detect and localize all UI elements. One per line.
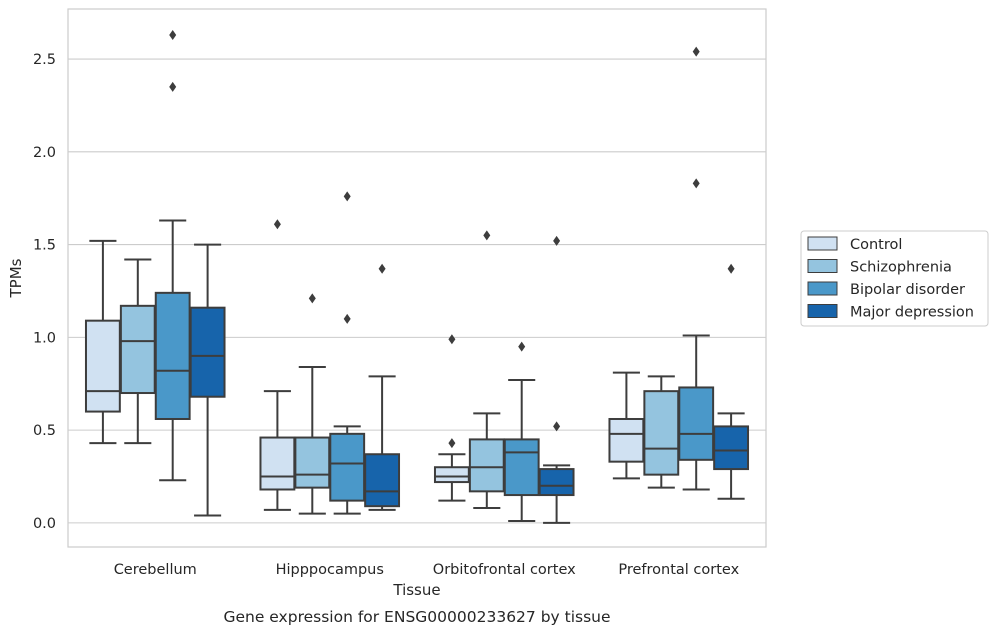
box-series (84, 29, 750, 524)
legend-item: Major depression (807, 304, 974, 321)
box-control (259, 219, 296, 511)
x-tick-label: Prefrontal cortex (618, 562, 739, 578)
box-iqr (643, 390, 680, 476)
outlier-point (448, 438, 456, 449)
x-tick-label: Orbitofrontal cortex (433, 562, 576, 578)
box-iqr (119, 304, 156, 395)
box-control (433, 334, 470, 502)
x-tick-label: Hipppocampus (276, 562, 384, 578)
outlier-point (518, 341, 526, 352)
legend-frame (800, 230, 989, 327)
box-schizophrenia (119, 258, 156, 445)
legend-item: Bipolar disorder (807, 281, 965, 298)
box-bipolar-disorder (678, 46, 715, 491)
legend-label: Bipolar disorder (850, 282, 965, 298)
outlier-point (343, 191, 351, 202)
box-iqr (84, 319, 121, 413)
box-iqr (259, 436, 296, 491)
box-iqr (468, 438, 505, 493)
box-schizophrenia (294, 293, 331, 515)
box-schizophrenia (643, 375, 680, 489)
box-iqr (189, 306, 226, 398)
outlier-point (483, 230, 491, 241)
outlier-point (169, 29, 177, 40)
box-bipolar-disorder (503, 341, 540, 523)
outlier-point (273, 219, 281, 230)
x-tick-label: Cerebellum (114, 562, 197, 578)
legend-label: Schizophrenia (850, 260, 952, 276)
box-iqr (538, 468, 575, 497)
legend-label: Major depression (850, 305, 974, 321)
legend-item: Control (807, 236, 902, 253)
outlier-point (378, 263, 386, 274)
box-iqr (678, 386, 715, 461)
outlier-point (727, 263, 735, 274)
box-iqr (608, 417, 645, 463)
chart-caption: Gene expression for ENSG00000233627 by t… (223, 608, 610, 626)
outlier-point (553, 421, 561, 432)
box-major-depression (189, 243, 226, 517)
box-iqr (294, 436, 331, 489)
legend-swatch (807, 236, 838, 251)
box-control (608, 371, 645, 480)
box-major-depression (538, 235, 575, 524)
box-major-depression (713, 263, 750, 500)
box-major-depression (364, 263, 401, 511)
legend-item: Schizophrenia (807, 259, 952, 276)
legend-swatch (807, 304, 838, 318)
outlier-point (692, 46, 700, 57)
box-iqr (433, 466, 470, 484)
y-axis-label: TPMs (7, 258, 25, 298)
outlier-point (343, 313, 351, 324)
y-tick-labels: 0.0 0.5 1.0 1.5 2.0 2.5 (33, 52, 56, 532)
y-tick-label: 2.0 (33, 145, 56, 161)
y-tick-label: 0.5 (33, 423, 56, 439)
y-tick-label: 2.5 (33, 52, 56, 68)
box-iqr (503, 438, 540, 497)
outlier-point (553, 235, 561, 246)
box-iqr (713, 425, 750, 471)
legend-label: Control (850, 237, 902, 253)
y-tick-label: 1.5 (33, 238, 56, 254)
outlier-point (308, 293, 316, 304)
outlier-point (692, 178, 700, 189)
box-iqr (154, 291, 191, 420)
box-control (84, 239, 121, 445)
y-tick-label: 0.0 (33, 516, 56, 532)
box-bipolar-disorder (154, 29, 191, 482)
y-tick-label: 1.0 (33, 330, 56, 346)
legend-swatch (807, 281, 838, 296)
box-iqr (329, 432, 366, 502)
x-tick-labels: Cerebellum Hipppocampus Orbitofrontal cort… (114, 562, 740, 578)
x-axis-label: Tissue (392, 581, 440, 599)
legend: Control Schizophrenia Bipolar disorder Majo… (800, 230, 989, 327)
outlier-point (169, 81, 177, 92)
legend-swatch (807, 259, 838, 273)
outlier-point (448, 334, 456, 345)
box-iqr (364, 453, 401, 508)
box-bipolar-disorder (329, 191, 366, 515)
box-schizophrenia (468, 230, 505, 510)
